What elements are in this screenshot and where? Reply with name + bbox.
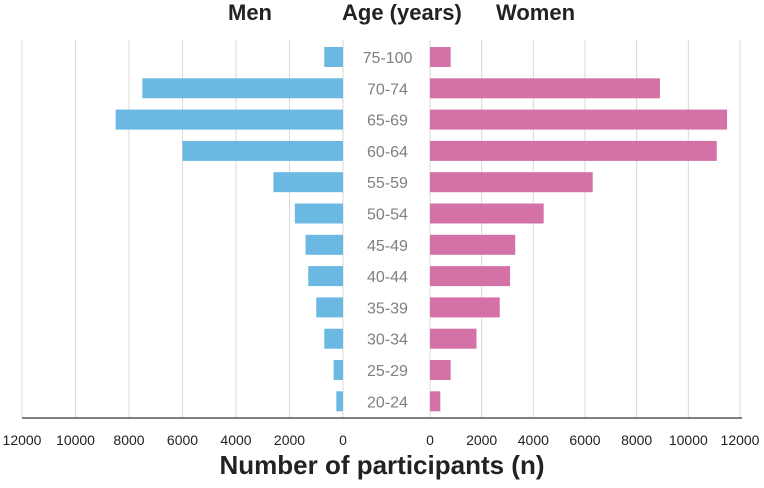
women-bar	[430, 266, 511, 287]
x-tick-label: 6000	[569, 432, 600, 448]
men-title: Men	[228, 0, 272, 25]
x-tick-label: 10000	[669, 432, 708, 448]
men-bar	[182, 140, 343, 161]
women-bar	[430, 140, 717, 161]
x-tick-label: 2000	[274, 432, 305, 448]
age-title: Age (years)	[342, 0, 462, 25]
women-title: Women	[496, 0, 576, 25]
women-bar	[430, 47, 451, 67]
x-tick-label: 8000	[621, 432, 652, 448]
x-tick-label: 2000	[466, 432, 497, 448]
x-tick-label: 12000	[3, 432, 42, 448]
men-bar	[305, 234, 343, 255]
x-tick-label: 4000	[220, 432, 251, 448]
age-category-label: 65-69	[367, 113, 408, 130]
women-bar	[430, 328, 477, 349]
men-bar	[308, 266, 343, 287]
age-category-label: 50-54	[367, 207, 408, 224]
age-category-label: 25-29	[367, 363, 408, 380]
men-bar	[324, 328, 343, 349]
age-category-label: 55-59	[367, 175, 408, 192]
men-bar	[294, 203, 343, 224]
women-bar	[430, 297, 500, 318]
x-tick-label: 10000	[56, 432, 95, 448]
age-category-label: 45-49	[367, 238, 408, 255]
x-tick-label: 12000	[721, 432, 760, 448]
x-tick-label: 0	[339, 432, 347, 448]
men-bar	[316, 297, 343, 318]
men-bar	[273, 172, 343, 193]
women-bar	[430, 172, 593, 193]
age-category-label: 75-100	[363, 50, 413, 67]
age-category-label: 35-39	[367, 300, 408, 317]
x-tick-label: 6000	[167, 432, 198, 448]
age-category-label: 30-34	[367, 332, 408, 349]
age-category-label: 40-44	[367, 269, 408, 286]
women-bar	[430, 203, 544, 224]
women-bar	[430, 391, 441, 412]
women-bar	[430, 109, 728, 130]
men-bar	[324, 47, 343, 67]
age-category-label: 60-64	[367, 144, 408, 161]
x-tick-label: 0	[426, 432, 434, 448]
women-bar	[430, 234, 516, 255]
men-bar	[336, 391, 343, 412]
men-bar	[142, 78, 343, 99]
women-bar	[430, 360, 451, 380]
x-tick-label: 4000	[518, 432, 549, 448]
x-tick-label: 8000	[113, 432, 144, 448]
men-bar	[333, 360, 343, 380]
men-bar	[115, 109, 343, 130]
age-category-label: 70-74	[367, 81, 408, 98]
x-axis-label: Number of participants (n)	[219, 450, 545, 480]
women-bar	[430, 78, 660, 99]
age-category-label: 20-24	[367, 394, 408, 411]
